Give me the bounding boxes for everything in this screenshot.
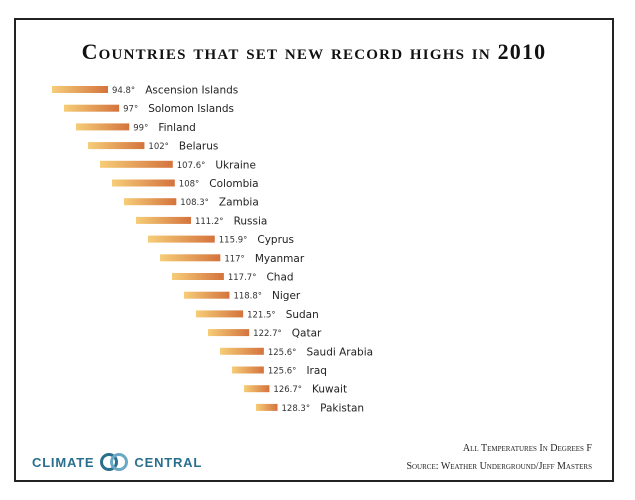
category-label: Finland [158, 122, 196, 134]
units-note: All Temperatures In Degrees F [462, 443, 592, 454]
bar-ukraine [100, 160, 173, 168]
bar-russia [136, 216, 191, 224]
value-label: 118.8° [233, 292, 262, 302]
value-label: 121.5° [247, 310, 276, 320]
value-label: 115.9° [219, 236, 248, 246]
bar-belarus [88, 142, 145, 150]
chart-title: Countries that set new record highs in 2… [81, 39, 547, 64]
value-label: 125.6° [268, 348, 297, 358]
bar-sudan [196, 310, 244, 318]
bar-myanmar [160, 254, 221, 262]
bar-solomon-islands [64, 104, 120, 112]
value-label: 117° [224, 254, 244, 264]
bar-ascension-islands [52, 86, 108, 93]
value-label: 108° [179, 180, 199, 190]
value-label: 122.7° [253, 329, 282, 339]
value-label: 111.2° [195, 217, 224, 227]
category-label: Kuwait [312, 384, 347, 396]
value-label: 128.3° [282, 404, 311, 414]
category-label: Ukraine [215, 159, 256, 171]
category-label: Pakistan [320, 402, 364, 414]
category-label: Ascension Islands [145, 85, 238, 97]
category-label: Sudan [286, 309, 319, 321]
chart-frame: Countries that set new record highs in 2… [14, 18, 614, 482]
bar-niger [184, 291, 230, 299]
bar-kuwait [244, 385, 270, 393]
chart-notes: All Temperatures In Degrees F Source: We… [406, 440, 592, 476]
category-label: Belarus [179, 141, 218, 153]
logo-text-left: CLIMATE [32, 454, 95, 470]
bar-saudi-arabia [220, 347, 264, 355]
category-label: Iraq [306, 365, 327, 377]
value-label: 126.7° [273, 385, 302, 395]
bar-colombia [112, 179, 175, 187]
category-label: Myanmar [255, 253, 305, 265]
value-label: 94.8° [112, 86, 135, 96]
logo-text-right: CENTRAL [134, 454, 203, 470]
category-label: Cyprus [257, 234, 294, 246]
value-label: 117.7° [228, 273, 257, 283]
value-label: 107.6° [177, 161, 206, 171]
category-label: Niger [272, 290, 301, 302]
category-label: Russia [234, 215, 268, 227]
category-label: Qatar [292, 328, 322, 340]
bar-chad [172, 273, 224, 280]
bar-qatar [208, 329, 250, 337]
value-label: 99° [133, 123, 148, 133]
bar-iraq [232, 366, 264, 374]
bar-finland [76, 123, 130, 131]
climate-central-logo: CLIMATE CENTRAL [32, 452, 202, 472]
bar-pakistan [256, 403, 278, 411]
category-label: Colombia [209, 178, 258, 190]
bar-cyprus [148, 235, 215, 243]
category-label: Chad [266, 272, 293, 284]
category-label: Saudi Arabia [306, 346, 373, 358]
value-label: 108.3° [180, 198, 209, 208]
bar-zambia [124, 198, 177, 206]
source-note: Source: Weather Underground/Jeff Masters [406, 461, 592, 472]
category-label: Solomon Islands [148, 103, 234, 115]
linked-rings-icon [100, 453, 129, 471]
bar-chart: 94.8° Ascension Islands 97° Solomon Islands… [52, 85, 373, 414]
value-label: 125.6° [268, 367, 297, 377]
category-label: Zambia [219, 197, 259, 209]
value-label: 97° [123, 105, 138, 115]
value-label: 102° [148, 142, 168, 152]
